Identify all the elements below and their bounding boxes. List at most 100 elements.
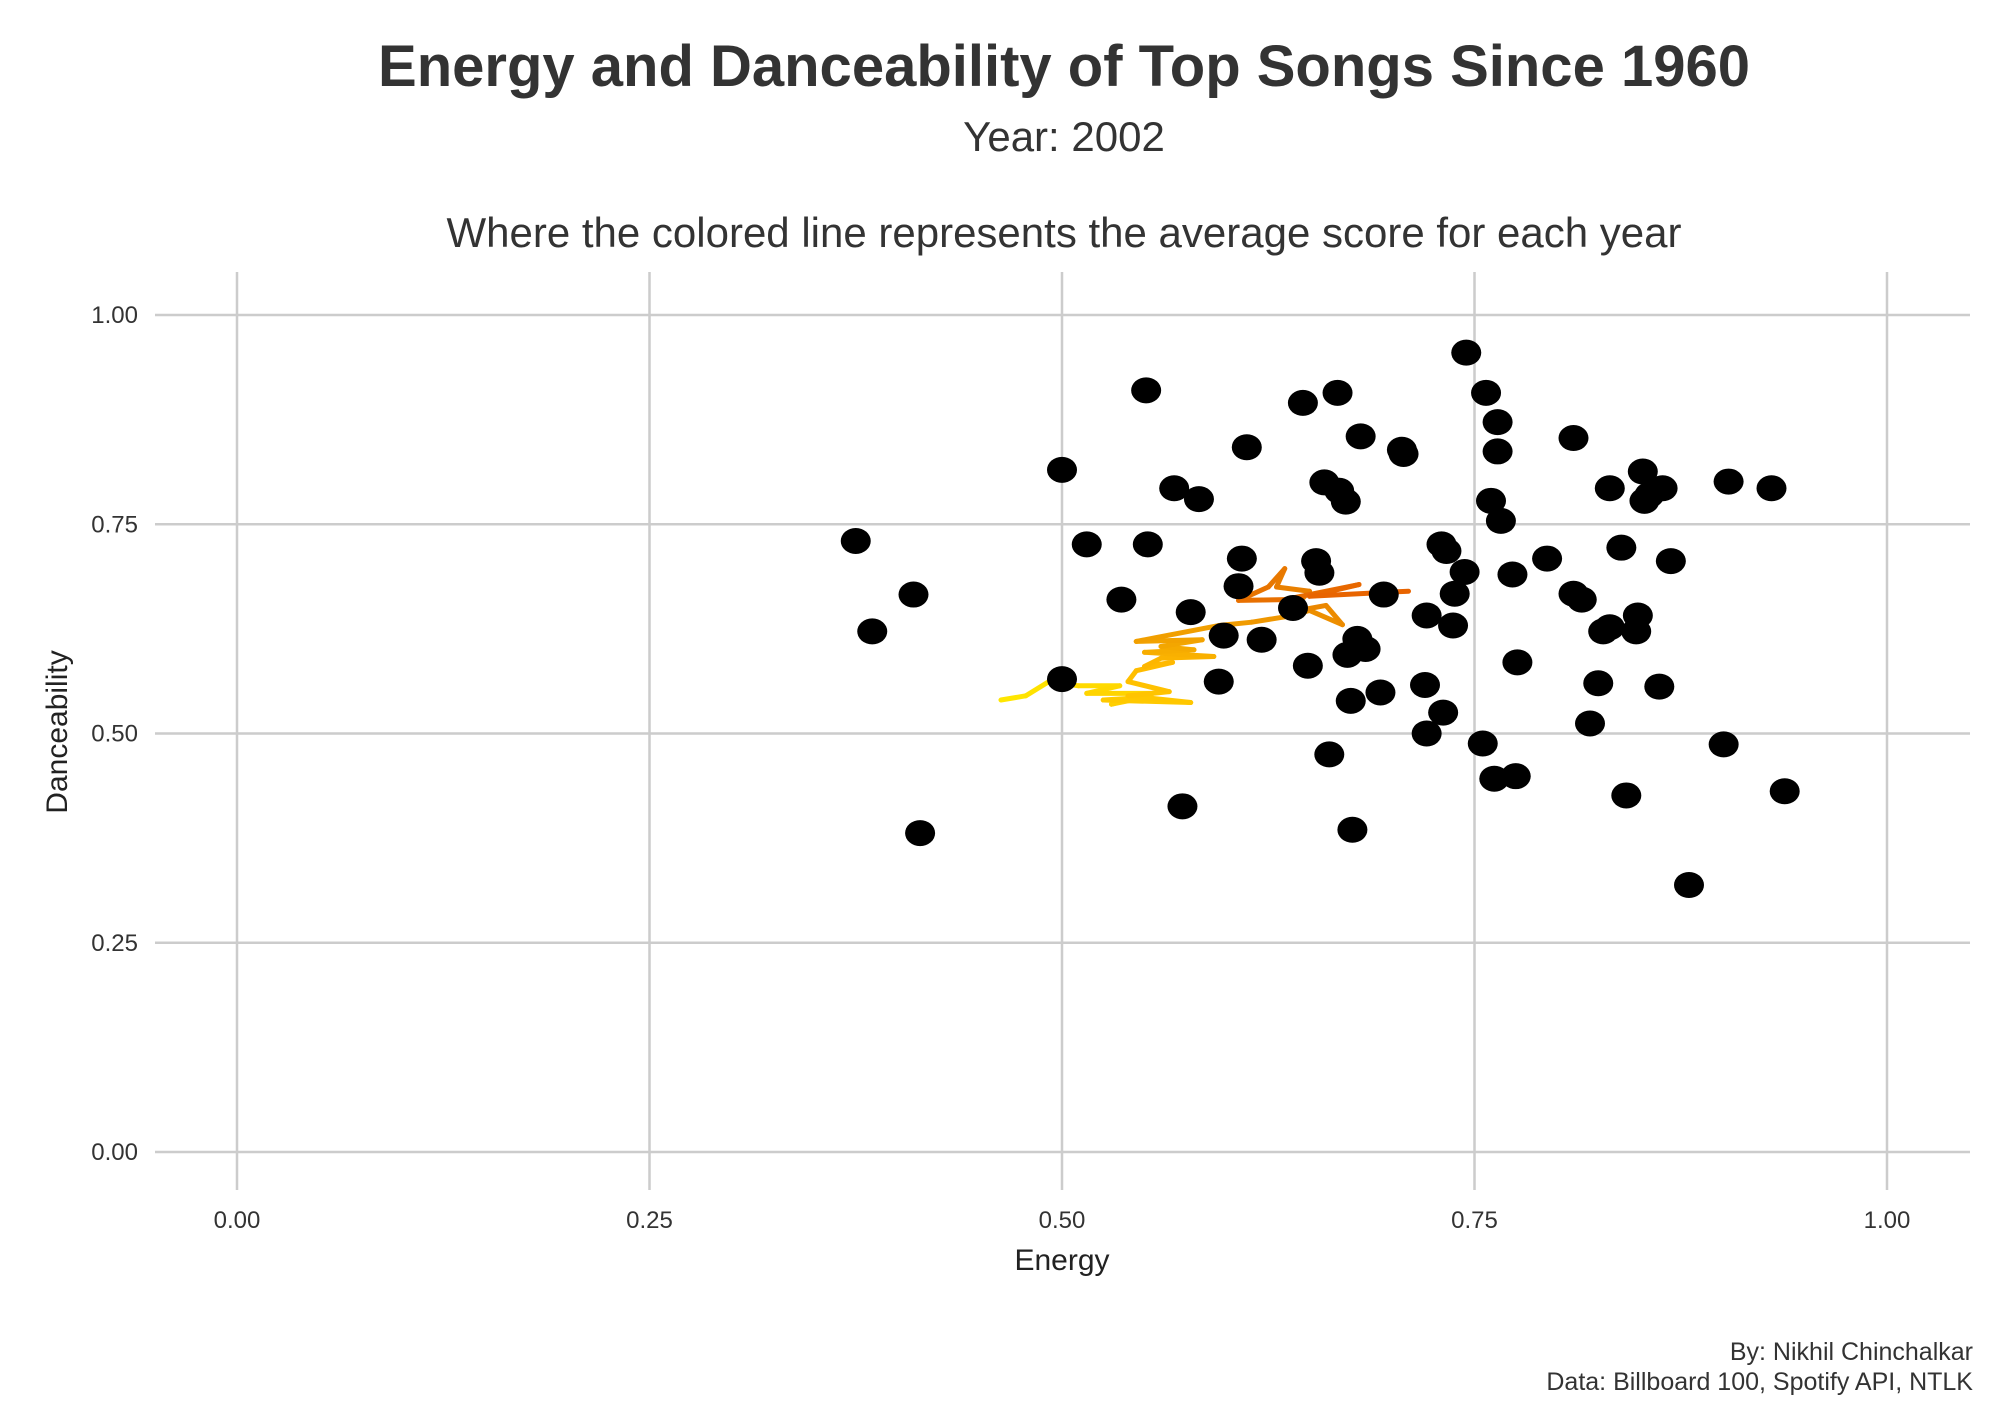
data-point [1769, 778, 1800, 805]
data-point [1502, 649, 1533, 676]
caption-author: By: Nikhil Chinchalkar [1730, 1338, 1973, 1366]
data-point [1532, 545, 1563, 572]
data-point [840, 527, 871, 554]
data-point [1674, 871, 1704, 898]
data-point [1476, 487, 1506, 514]
data-point [1594, 614, 1625, 641]
data-point [1132, 531, 1163, 558]
data-point [1622, 602, 1653, 629]
data-point [1106, 586, 1137, 613]
y-tick-label: 0.00 [91, 1139, 138, 1166]
y-tick-labels: 0.00 0.25 0.50 0.75 1.00 [91, 302, 138, 1166]
data-point [1708, 731, 1739, 758]
y-tick-label: 1.00 [91, 302, 138, 329]
data-point [1411, 602, 1442, 629]
data-point [1337, 816, 1368, 843]
data-point [1655, 548, 1686, 575]
data-point [1388, 440, 1419, 467]
data-point [905, 820, 936, 847]
data-point [1131, 377, 1162, 404]
data-point [1431, 538, 1462, 565]
x-axis-title: Energy [1014, 1244, 1109, 1277]
data-point [1365, 679, 1396, 706]
x-tick-label: 0.00 [214, 1207, 261, 1234]
data-point [1471, 379, 1502, 406]
data-point [1278, 594, 1308, 621]
data-point [1183, 486, 1214, 513]
data-point [1167, 793, 1198, 820]
average-line-segment [1125, 679, 1172, 695]
average-line-segment [1323, 602, 1345, 628]
data-point [1047, 456, 1077, 483]
x-tick-label: 0.25 [626, 1207, 673, 1234]
data-point [1575, 710, 1605, 737]
data-point [1756, 475, 1787, 502]
data-point [1583, 670, 1614, 697]
data-point [1287, 389, 1318, 416]
data-point [1500, 763, 1531, 790]
data-point [1566, 586, 1597, 613]
data-point [1451, 339, 1482, 366]
average-line-segment [1307, 607, 1345, 628]
x-tick-label: 0.75 [1451, 1207, 1498, 1234]
data-point [1223, 573, 1254, 600]
average-line-segment [998, 693, 1029, 703]
data-point [1322, 379, 1353, 406]
data-point [1226, 545, 1257, 572]
x-tick-labels: 0.00 0.25 0.50 0.75 1.00 [214, 1207, 1911, 1234]
data-point [1482, 409, 1513, 436]
data-point [1231, 434, 1262, 461]
data-point [1350, 635, 1381, 662]
chart-title: Energy and Danceability of Top Songs Sin… [378, 34, 1750, 99]
data-point [898, 581, 929, 608]
x-tick-label: 0.50 [1039, 1207, 1086, 1234]
data-point [1606, 534, 1637, 561]
data-point [1647, 475, 1678, 502]
data-point [1449, 558, 1480, 585]
chart-subtitle: Year: 2002 [963, 113, 1165, 160]
data-point [1345, 423, 1376, 450]
caption-source: Data: Billboard 100, Spotify API, NTLK [1546, 1368, 1973, 1396]
data-point [1411, 720, 1442, 747]
data-point [1482, 438, 1513, 465]
data-point [1467, 730, 1498, 757]
average-line-segment [1236, 597, 1288, 603]
y-tick-label: 0.25 [91, 930, 138, 957]
data-point [857, 618, 888, 645]
data-point [1047, 666, 1077, 693]
data-point [1175, 599, 1206, 626]
data-point [1485, 507, 1516, 534]
y-gridlines [155, 313, 1970, 1154]
y-axis-title: Danceability [41, 650, 74, 813]
average-line-segment [1274, 584, 1312, 594]
average-line-segment [1023, 679, 1052, 699]
x-tick-label: 1.00 [1864, 1207, 1911, 1234]
data-point [1208, 622, 1239, 649]
data-point [1368, 581, 1399, 608]
data-point [1314, 741, 1345, 768]
data-point [1159, 475, 1190, 502]
data-point [1304, 559, 1335, 586]
average-line-segment [1133, 623, 1222, 644]
data-point [1330, 488, 1361, 515]
data-point [1713, 468, 1744, 495]
data-point [1071, 531, 1102, 558]
data-point [1410, 671, 1440, 698]
average-line-segment [1249, 613, 1291, 625]
data-point [1246, 626, 1277, 653]
y-tick-label: 0.75 [91, 511, 138, 538]
data-point [1439, 580, 1470, 607]
data-point [1335, 687, 1366, 714]
y-tick-label: 0.50 [91, 721, 138, 748]
data-point [1428, 699, 1459, 726]
chart-description: Where the colored line represents the av… [446, 209, 1681, 256]
x-gridlines [235, 272, 1889, 1190]
data-point [1497, 561, 1528, 588]
data-point [1558, 425, 1589, 452]
data-point [1594, 475, 1625, 502]
average-line-segment [1265, 566, 1288, 590]
data-point [1611, 782, 1642, 809]
data-point [1438, 612, 1469, 639]
data-points [840, 339, 1800, 898]
